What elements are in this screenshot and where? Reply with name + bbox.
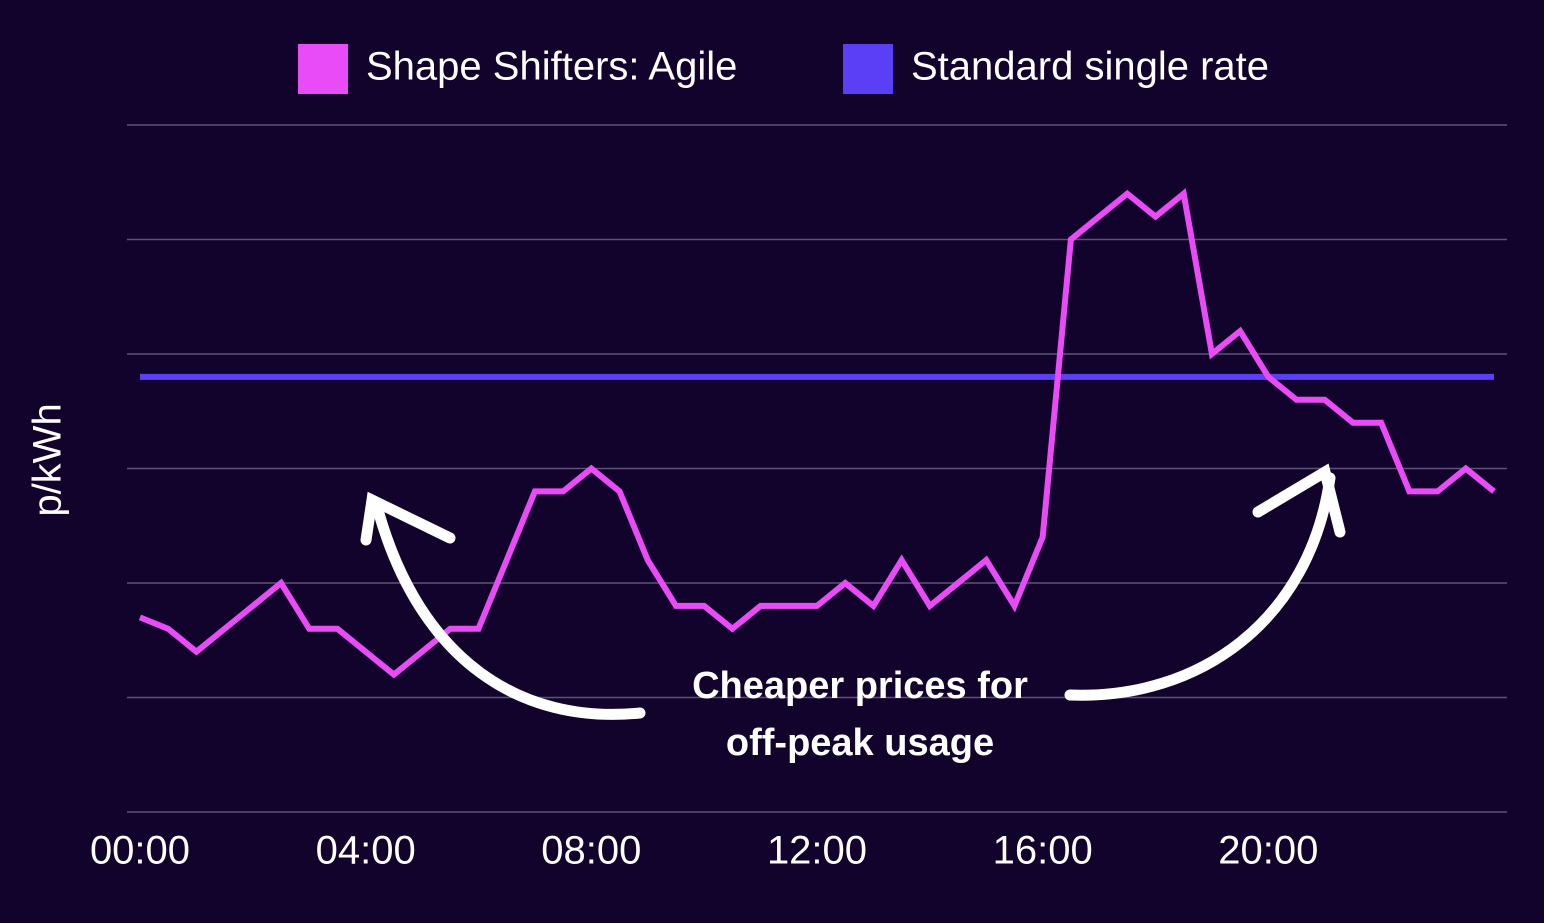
- x-tick-label: 00:00: [90, 829, 190, 873]
- series-line: [138, 188, 1496, 679]
- arrowhead-left: [360, 491, 456, 546]
- arrowhead-right: [1252, 463, 1346, 538]
- annotation: Cheaper prices for off-peak usage: [692, 665, 1028, 764]
- x-tick-label: 12:00: [767, 829, 867, 873]
- legend-swatch: [298, 44, 348, 94]
- legend: Shape Shifters: Agile Standard single rat…: [298, 44, 1269, 94]
- x-tick-label: 20:00: [1218, 829, 1318, 873]
- legend-label: Standard single rate: [911, 45, 1269, 89]
- arrow-left: [372, 504, 646, 720]
- annotation-text: off-peak usage: [726, 722, 994, 764]
- legend-swatch: [843, 44, 893, 94]
- grid: [127, 124, 1507, 813]
- annotation-text: Cheaper prices for: [692, 665, 1028, 707]
- x-tick-label: 16:00: [993, 829, 1093, 873]
- legend-label: Shape Shifters: Agile: [366, 45, 737, 89]
- arrow-right: [1064, 472, 1336, 701]
- arrows: [360, 463, 1346, 720]
- y-axis-label: p/kWh: [26, 403, 70, 516]
- lines: [138, 188, 1496, 679]
- x-tick-label: 08:00: [541, 829, 641, 873]
- x-axis: 00:00 04:00 08:00 12:00 16:00 20:00: [90, 829, 1318, 873]
- x-tick-label: 04:00: [316, 829, 416, 873]
